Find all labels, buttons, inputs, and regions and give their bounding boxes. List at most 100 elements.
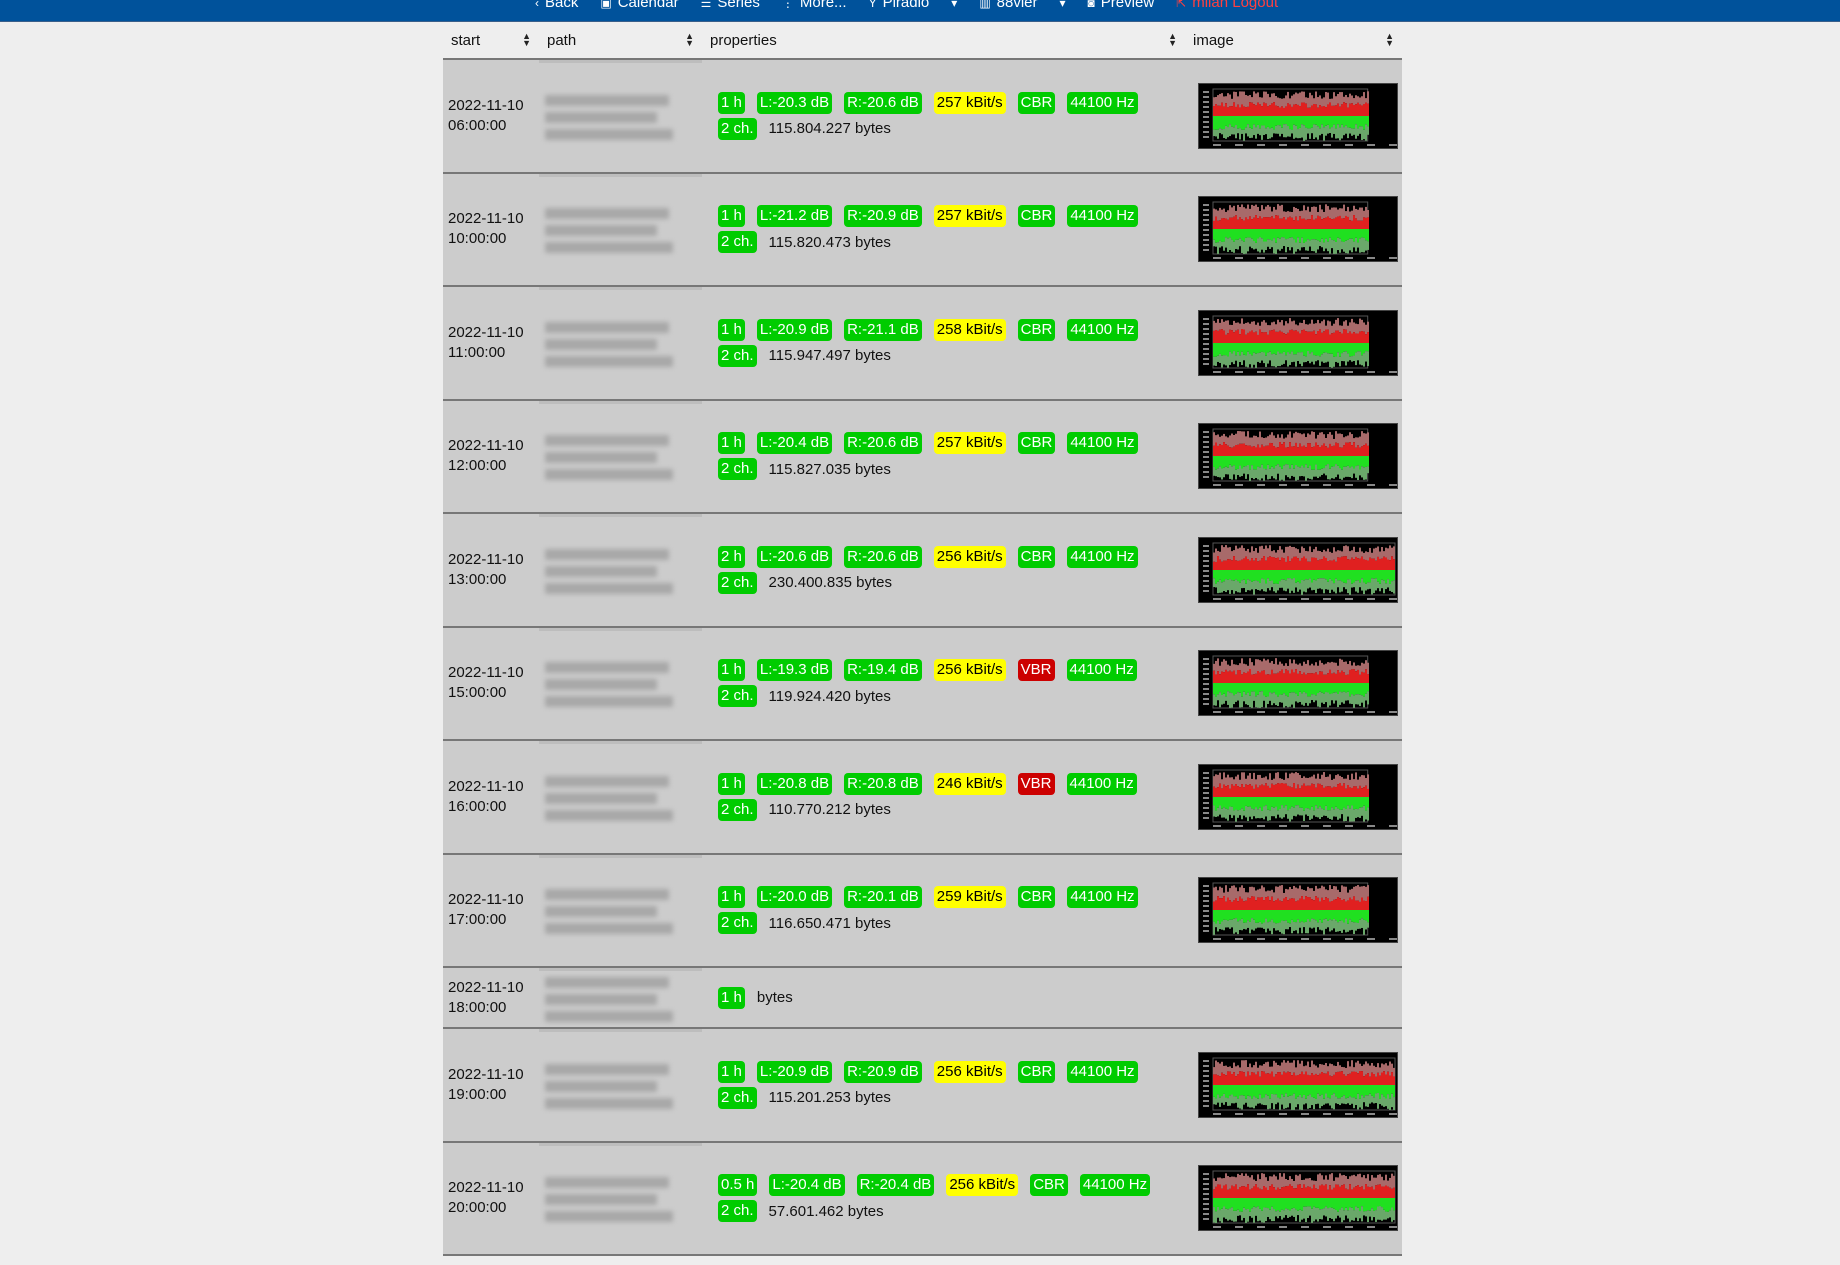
table-row[interactable]: 2022-11-10 20:00:00 0.5 h L:-20.4 dB R:-20.…	[443, 1142, 1402, 1256]
nav-item-88vier[interactable]: ▥ 88vier	[979, 0, 1037, 11]
column-header-path[interactable]: path ▲ ▼	[539, 22, 702, 58]
bitrate-badge: 256 kBit/s	[933, 659, 1006, 682]
top-navigation-bar: ‹ Back ▣ Calendar ☰ Series ⋮ More... Ẏ Piradio ▾ ▥ 8…	[0, 0, 1840, 22]
file-size: 115.804.227 bytes	[768, 120, 891, 138]
right-level-badge: R:-19.4 dB	[844, 659, 922, 682]
start-time: 11:00:00	[448, 343, 506, 361]
nav-item-series[interactable]: ☰ Series	[701, 0, 760, 11]
waveform-thumbnail[interactable]	[1198, 1165, 1398, 1232]
header-label: image	[1193, 31, 1234, 49]
sample-rate-badge: 44100 Hz	[1067, 886, 1138, 909]
waveform-thumbnail[interactable]	[1198, 650, 1398, 717]
start-cell: 2022-11-10 15:00:00	[443, 628, 539, 740]
preview-icon: ◙	[1087, 0, 1095, 10]
duration-badge: 1 h	[718, 772, 745, 795]
image-cell	[1185, 741, 1402, 853]
start-date: 2022-11-10	[448, 210, 524, 228]
nav-item-piradio[interactable]: Ẏ Piradio	[869, 0, 930, 11]
right-level-badge: R:-20.1 dB	[844, 886, 922, 909]
start-cell: 2022-11-10 18:00:00	[443, 968, 539, 1027]
channels-badge: 2 ch.	[718, 344, 757, 367]
nav-item-dropdown[interactable]: ▾	[951, 0, 957, 11]
column-header-image[interactable]: image ▲ ▼	[1185, 22, 1402, 58]
duration-badge: 1 h	[718, 659, 745, 682]
start-time: 15:00:00	[448, 684, 507, 702]
left-level-badge: L:-20.8 dB	[756, 772, 833, 795]
table-row[interactable]: 2022-11-10 10:00:00 1 h L:-21.2 dB R:-20.9 …	[443, 173, 1402, 287]
duration-badge: 0.5 h	[718, 1174, 758, 1197]
image-cell	[1185, 60, 1402, 172]
nav-label: More...	[799, 0, 847, 11]
column-header-properties[interactable]: properties ▲ ▼	[702, 22, 1185, 58]
table-row[interactable]: 2022-11-10 06:00:00 1 h L:-20.3 dB R:-20.6 …	[443, 60, 1402, 174]
file-size: 110.770.212 bytes	[768, 801, 891, 819]
nav-label: Series	[717, 0, 760, 11]
image-cell	[1185, 1029, 1402, 1141]
path-cell-redacted	[539, 1029, 702, 1141]
table-row[interactable]: 2022-11-10 19:00:00 1 h L:-20.9 dB R:-20.9 …	[443, 1029, 1402, 1143]
sort-icon[interactable]: ▲ ▼	[522, 31, 531, 48]
start-time: 06:00:00	[448, 116, 507, 134]
properties-cell: 0.5 h L:-20.4 dB R:-20.4 dB 256 kBit/s CBR 44…	[702, 1143, 1185, 1255]
table-row[interactable]: 2022-11-10 15:00:00 1 h L:-19.3 dB R:-19.4 …	[443, 627, 1402, 741]
sort-icon[interactable]: ▲ ▼	[1385, 31, 1394, 48]
duration-badge: 1 h	[718, 91, 745, 114]
table-row[interactable]: 2022-11-10 18:00:00 1 h bytes	[443, 968, 1402, 1029]
nav-item-back[interactable]: ‹ Back	[535, 0, 578, 11]
waveform-thumbnail[interactable]	[1198, 82, 1398, 149]
table-row[interactable]: 2022-11-10 17:00:00 1 h L:-20.0 dB R:-20.1 …	[443, 854, 1402, 968]
table-header: start ▲ ▼ path ▲ ▼ properties ▲ ▼ image ▲ ▼	[443, 22, 1402, 60]
nav-item-milan-logout[interactable]: ⇱ milan Logout	[1176, 0, 1278, 11]
image-cell	[1185, 1143, 1402, 1255]
duration-badge: 1 h	[718, 318, 745, 341]
nav-item-dropdown[interactable]: ▾	[1060, 0, 1066, 11]
table-row[interactable]: 2022-11-10 16:00:00 1 h L:-20.8 dB R:-20.8 …	[443, 741, 1402, 855]
sort-icon[interactable]: ▲ ▼	[685, 31, 694, 48]
bitrate-badge: 256 kBit/s	[933, 1060, 1006, 1083]
waveform-thumbnail[interactable]	[1198, 763, 1398, 830]
path-cell-redacted	[539, 1142, 702, 1255]
more-vertical-icon: ⋮	[781, 0, 794, 10]
column-header-start[interactable]: start ▲ ▼	[443, 22, 539, 58]
table-row[interactable]: 2022-11-10 11:00:00 1 h L:-20.9 dB R:-21.1 …	[443, 287, 1402, 401]
start-cell: 2022-11-10 16:00:00	[443, 741, 539, 853]
bitrate-mode-badge: CBR	[1017, 205, 1056, 228]
waveform-thumbnail[interactable]	[1198, 877, 1398, 944]
start-cell: 2022-11-10 20:00:00	[443, 1143, 539, 1255]
image-cell	[1185, 628, 1402, 740]
sort-icon[interactable]: ▲ ▼	[1168, 31, 1177, 48]
bitrate-mode-badge: CBR	[1017, 545, 1056, 568]
start-time: 16:00:00	[448, 797, 507, 815]
properties-cell: 1 h L:-19.3 dB R:-19.4 dB 256 kBit/s VBR 4410…	[702, 628, 1185, 740]
channels-badge: 2 ch.	[718, 798, 757, 821]
sample-rate-badge: 44100 Hz	[1067, 1060, 1138, 1083]
left-level-badge: L:-20.4 dB	[769, 1174, 845, 1197]
bitrate-badge: 257 kBit/s	[933, 432, 1006, 455]
bitrate-mode-badge: CBR	[1017, 91, 1056, 114]
sample-rate-badge: 44100 Hz	[1067, 205, 1138, 228]
waveform-thumbnail[interactable]	[1198, 196, 1398, 263]
start-time: 18:00:00	[448, 998, 507, 1016]
nav-item-calendar[interactable]: ▣ Calendar	[600, 0, 678, 11]
start-date: 2022-11-10	[448, 1065, 524, 1083]
header-label: properties	[710, 31, 777, 49]
waveform-thumbnail[interactable]	[1198, 309, 1398, 376]
sample-rate-badge: 44100 Hz	[1079, 1174, 1151, 1197]
properties-cell: 1 h L:-20.0 dB R:-20.1 dB 259 kBit/s CBR 4410…	[702, 855, 1185, 967]
duration-badge: 1 h	[718, 205, 745, 228]
path-cell-redacted	[539, 627, 702, 740]
path-cell-redacted	[539, 854, 702, 967]
waveform-thumbnail[interactable]	[1198, 1051, 1398, 1118]
table-row[interactable]: 2022-11-10 12:00:00 1 h L:-20.4 dB R:-20.6 …	[443, 400, 1402, 514]
nav-item-more[interactable]: ⋮ More...	[782, 0, 847, 11]
bitrate-badge: 256 kBit/s	[946, 1174, 1019, 1197]
table-row[interactable]: 2022-11-10 13:00:00 2 h L:-20.6 dB R:-20.6 …	[443, 514, 1402, 628]
channels-badge: 2 ch.	[718, 1200, 757, 1223]
duration-badge: 1 h	[718, 432, 745, 455]
waveform-thumbnail[interactable]	[1198, 423, 1398, 490]
waveform-thumbnail[interactable]	[1198, 536, 1398, 603]
start-time: 17:00:00	[448, 911, 507, 929]
nav-label: Calendar	[617, 0, 679, 11]
left-level-badge: L:-20.3 dB	[756, 91, 833, 114]
nav-item-preview[interactable]: ◙ Preview	[1088, 0, 1155, 11]
